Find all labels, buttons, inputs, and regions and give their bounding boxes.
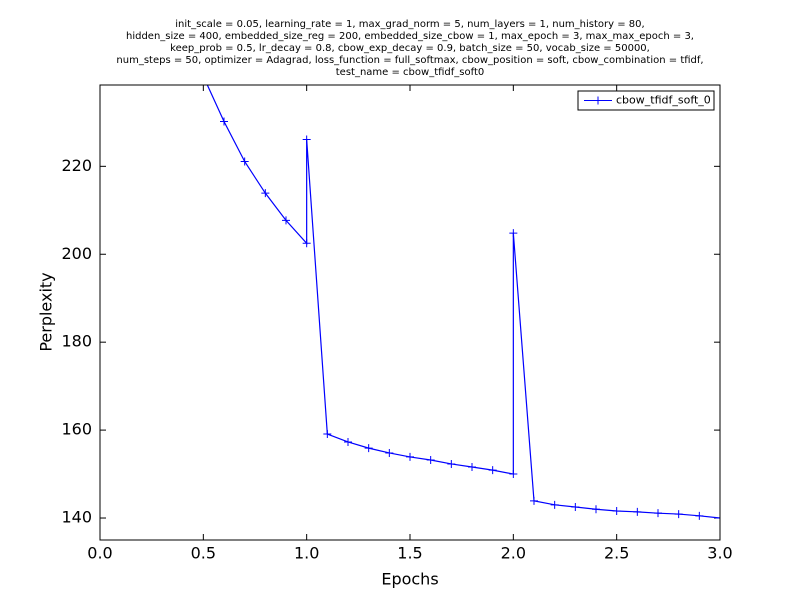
data-point: [261, 189, 270, 198]
x-tick-label: 0.5: [191, 544, 216, 563]
data-point: [612, 506, 621, 515]
data-point: [716, 514, 720, 523]
y-tick-label: 160: [61, 420, 92, 439]
data-point: [426, 455, 435, 464]
chart-title: hidden_size = 400, embedded_size_reg = 2…: [126, 31, 694, 42]
data-point: [240, 157, 249, 166]
legend: cbow_tfidf_soft_0: [577, 90, 715, 111]
plot-area: [206, 85, 720, 523]
x-axis-label: Epochs: [381, 570, 438, 589]
chart-title: init_scale = 0.05, learning_rate = 1, ma…: [175, 19, 644, 30]
y-tick-label: 140: [61, 508, 92, 527]
data-point: [674, 510, 683, 519]
data-point: [571, 503, 580, 512]
data-point: [488, 466, 497, 475]
y-tick-label: 220: [61, 156, 92, 175]
x-tick-label: 1.0: [294, 544, 319, 563]
legend-label: cbow_tfidf_soft_0: [616, 94, 711, 107]
plot-frame: [99, 84, 721, 541]
legend-box: [577, 90, 715, 111]
data-point: [302, 239, 311, 248]
data-point: [302, 135, 311, 144]
y-axis-label: Perplexity: [37, 272, 56, 351]
data-point: [695, 511, 704, 520]
x-tick-label: 1.5: [397, 544, 422, 563]
chart-title: keep_prob = 0.5, lr_decay = 0.8, cbow_ex…: [170, 43, 650, 54]
data-point: [282, 216, 290, 225]
chart-title: num_steps = 50, optimizer = Adagrad, los…: [116, 55, 703, 66]
data-point: [509, 470, 518, 479]
data-point: [550, 500, 559, 509]
data-point: [447, 459, 456, 468]
y-tick-label: 180: [61, 332, 92, 351]
x-tick-label: 0.0: [87, 544, 112, 563]
data-point: [323, 430, 332, 439]
series-line: [206, 85, 720, 519]
data-point: [468, 463, 476, 472]
x-tick-label: 2.0: [501, 544, 526, 563]
x-tick-label: 2.5: [604, 544, 629, 563]
x-tick-label: 3.0: [707, 544, 732, 563]
data-point: [633, 507, 642, 516]
y-tick-label: 200: [61, 244, 92, 263]
data-point: [592, 505, 600, 514]
chart-title: test_name = cbow_tfidf_soft0: [336, 67, 485, 78]
legend-marker: [594, 96, 602, 105]
data-point: [364, 444, 373, 453]
data-point: [509, 229, 518, 238]
data-point: [344, 437, 352, 446]
data-point: [530, 496, 538, 505]
data-point: [406, 452, 414, 461]
data-point: [385, 448, 394, 457]
data-point: [220, 117, 228, 126]
data-point: [654, 509, 662, 518]
